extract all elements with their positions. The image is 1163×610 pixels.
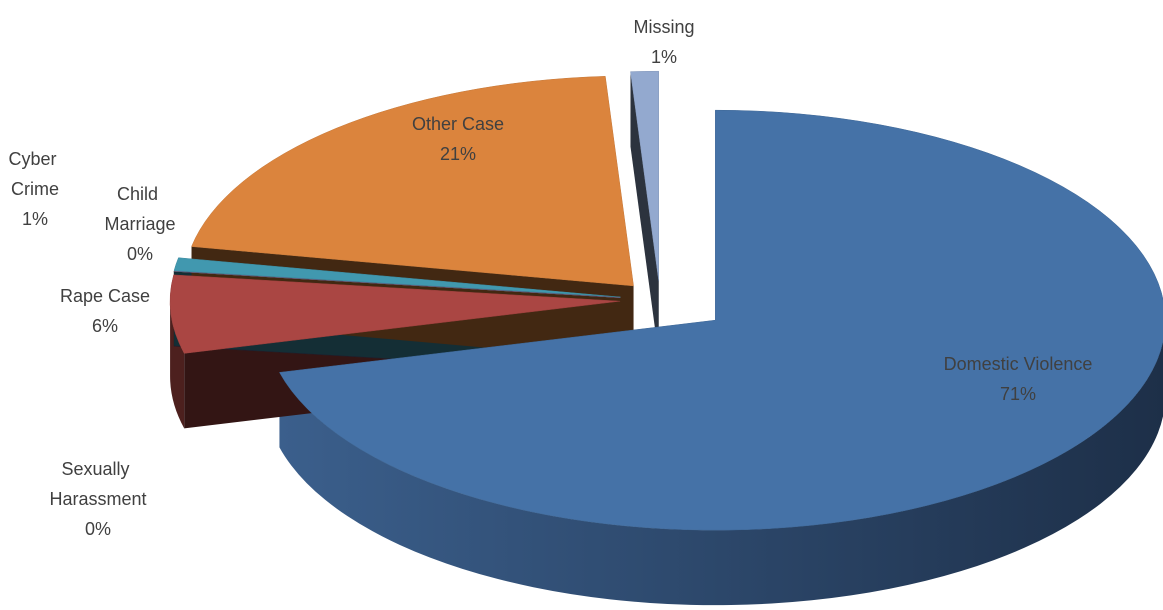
label-line: Cyber [8, 149, 61, 169]
slice-percent: 0% [127, 244, 153, 264]
slice-percent: 1% [22, 209, 48, 229]
slice-label: Missing [633, 17, 694, 37]
slice-percent: 71% [1000, 384, 1036, 404]
label-line: Other Case [412, 114, 504, 134]
label-line: Sexually [61, 459, 134, 479]
slice-label: Domestic Violence [944, 354, 1093, 374]
label-line: Child [117, 184, 163, 204]
labels: Domestic Violence 71% Rape Case 6% Sexually … [8, 17, 1092, 539]
slice-label: Cyber Crime [8, 149, 61, 199]
pie-tops [169, 70, 1163, 531]
slice-side [279, 341, 1163, 606]
label-line: Marriage [104, 214, 175, 234]
label-line: Harassment [49, 489, 146, 509]
slice [630, 70, 659, 282]
slice [191, 76, 634, 287]
slice [173, 257, 621, 298]
slice [279, 109, 1163, 531]
label-line: Crime [11, 179, 59, 199]
slice [173, 271, 621, 298]
label-line: Domestic Violence [944, 354, 1093, 374]
slice-cut [630, 71, 659, 357]
label-line: Missing [633, 17, 694, 37]
slice-percent: 1% [651, 47, 677, 67]
label-line: Rape Case [60, 286, 150, 306]
slice-percent: 21% [440, 144, 476, 164]
slice-label: Rape Case [60, 286, 150, 306]
slice-label: Other Case [412, 114, 504, 134]
slice-side [170, 301, 185, 429]
slice [169, 274, 621, 354]
slice-percent: 6% [92, 316, 118, 336]
slice-label: Sexually Harassment [49, 459, 146, 509]
slice-label: Child Marriage [104, 184, 175, 234]
slice-percent: 0% [85, 519, 111, 539]
